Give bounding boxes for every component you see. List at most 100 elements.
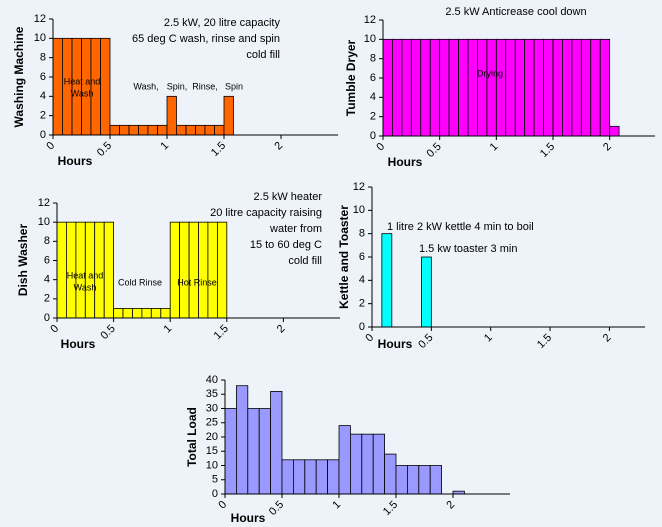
bar bbox=[421, 256, 432, 328]
bar bbox=[514, 38, 526, 137]
bar bbox=[235, 385, 249, 495]
annotation: 2.5 kW, 20 litre capacity bbox=[164, 17, 281, 29]
x-tick-label: 2 bbox=[275, 323, 288, 336]
bar bbox=[204, 124, 215, 136]
x-tick-label: 1 bbox=[488, 141, 501, 154]
bar bbox=[562, 38, 573, 137]
x-tick-label: 0.5 bbox=[95, 140, 114, 159]
y-tick-label: 4 bbox=[44, 274, 50, 286]
y-tick-label: 0 bbox=[40, 129, 46, 141]
x-tick-label: 2 bbox=[601, 332, 614, 345]
bar bbox=[458, 38, 469, 137]
y-axis-title: Dish Washer bbox=[16, 224, 30, 297]
bar bbox=[71, 37, 82, 136]
bar bbox=[270, 390, 283, 495]
x-tick-label: 0 bbox=[363, 332, 376, 345]
x-tick-label: 1.5 bbox=[209, 140, 228, 159]
bar bbox=[533, 38, 544, 137]
bar bbox=[505, 38, 516, 137]
bar bbox=[429, 38, 441, 137]
bar bbox=[122, 308, 133, 319]
x-axis-title: Hours bbox=[388, 155, 423, 169]
y-tick-label: 8 bbox=[40, 52, 46, 64]
x-tick-label: 1.5 bbox=[381, 499, 400, 518]
x-tick-label: 1 bbox=[162, 323, 175, 336]
annotation: Heat and bbox=[64, 76, 101, 86]
annotation: cold fill bbox=[246, 49, 280, 61]
x-tick-label: 0 bbox=[374, 141, 387, 154]
bar bbox=[179, 221, 190, 319]
annotation: Hot Rinse bbox=[177, 277, 217, 287]
bar bbox=[157, 124, 168, 136]
annotation: water from bbox=[269, 223, 322, 235]
annotation: Wash, bbox=[133, 81, 158, 91]
bar bbox=[571, 38, 582, 137]
bar bbox=[304, 459, 317, 495]
y-tick-label: 12 bbox=[38, 197, 50, 209]
bar bbox=[214, 124, 225, 136]
bar bbox=[524, 38, 535, 137]
y-tick-label: 6 bbox=[370, 72, 376, 84]
y-tick-label: 4 bbox=[370, 91, 376, 103]
bar bbox=[150, 308, 162, 319]
bar bbox=[418, 465, 431, 495]
bar bbox=[224, 408, 237, 495]
bar bbox=[185, 124, 196, 136]
y-tick-label: 10 bbox=[38, 216, 50, 228]
bar bbox=[467, 38, 478, 137]
x-axis-title: Hours bbox=[378, 337, 413, 351]
annotation: Spin, bbox=[167, 81, 188, 91]
y-tick-label: 2 bbox=[359, 298, 365, 310]
y-tick-label: 10 bbox=[206, 459, 218, 471]
bar bbox=[315, 459, 329, 495]
x-tick-label: 0 bbox=[48, 323, 61, 336]
y-tick-label: 12 bbox=[364, 14, 376, 26]
y-axis-title: Kettle and Toaster bbox=[337, 205, 351, 309]
bar bbox=[128, 124, 139, 136]
y-tick-label: 25 bbox=[206, 417, 218, 429]
y-tick-label: 35 bbox=[206, 388, 218, 400]
bar bbox=[223, 95, 234, 136]
bar bbox=[384, 453, 397, 495]
bar bbox=[338, 425, 351, 495]
annotation: 2.5 kW heater bbox=[254, 191, 323, 203]
y-tick-label: 40 bbox=[206, 374, 218, 386]
annotation: 2.5 kW Anticrease cool down bbox=[445, 6, 586, 18]
y-tick-label: 4 bbox=[40, 90, 46, 102]
bar bbox=[543, 38, 554, 137]
annotation: 1.5 kw toaster 3 min bbox=[419, 243, 517, 255]
x-axis-title: Hours bbox=[61, 337, 96, 351]
bar bbox=[392, 38, 403, 137]
bar bbox=[292, 459, 306, 495]
y-tick-label: 10 bbox=[34, 32, 46, 44]
bar bbox=[188, 221, 199, 319]
x-tick-label: 0.5 bbox=[98, 323, 117, 342]
bar bbox=[281, 459, 294, 495]
annotation: Wash bbox=[74, 282, 97, 292]
bar bbox=[609, 125, 620, 137]
bar bbox=[382, 38, 393, 137]
x-tick-label: 2 bbox=[444, 499, 457, 512]
bar bbox=[381, 233, 393, 328]
bar bbox=[349, 433, 363, 495]
bar bbox=[207, 221, 218, 319]
annotation: Spin bbox=[225, 81, 243, 91]
annotation: Drying bbox=[477, 68, 503, 78]
bar bbox=[160, 308, 171, 319]
x-axis-title: Hours bbox=[231, 511, 266, 525]
bar bbox=[100, 37, 111, 136]
bar bbox=[406, 465, 420, 495]
bar bbox=[247, 408, 260, 495]
bar bbox=[420, 38, 431, 137]
bar bbox=[429, 465, 443, 495]
y-tick-label: 8 bbox=[359, 228, 365, 240]
annotation: Wash bbox=[71, 88, 94, 98]
y-tick-label: 0 bbox=[212, 488, 218, 500]
y-tick-label: 4 bbox=[359, 274, 365, 286]
x-tick-label: 2 bbox=[601, 141, 614, 154]
bar bbox=[109, 124, 120, 136]
annotation: Rinse, bbox=[192, 81, 218, 91]
bar bbox=[439, 38, 450, 137]
bar bbox=[81, 37, 92, 136]
annotation: Heat and bbox=[67, 270, 104, 280]
